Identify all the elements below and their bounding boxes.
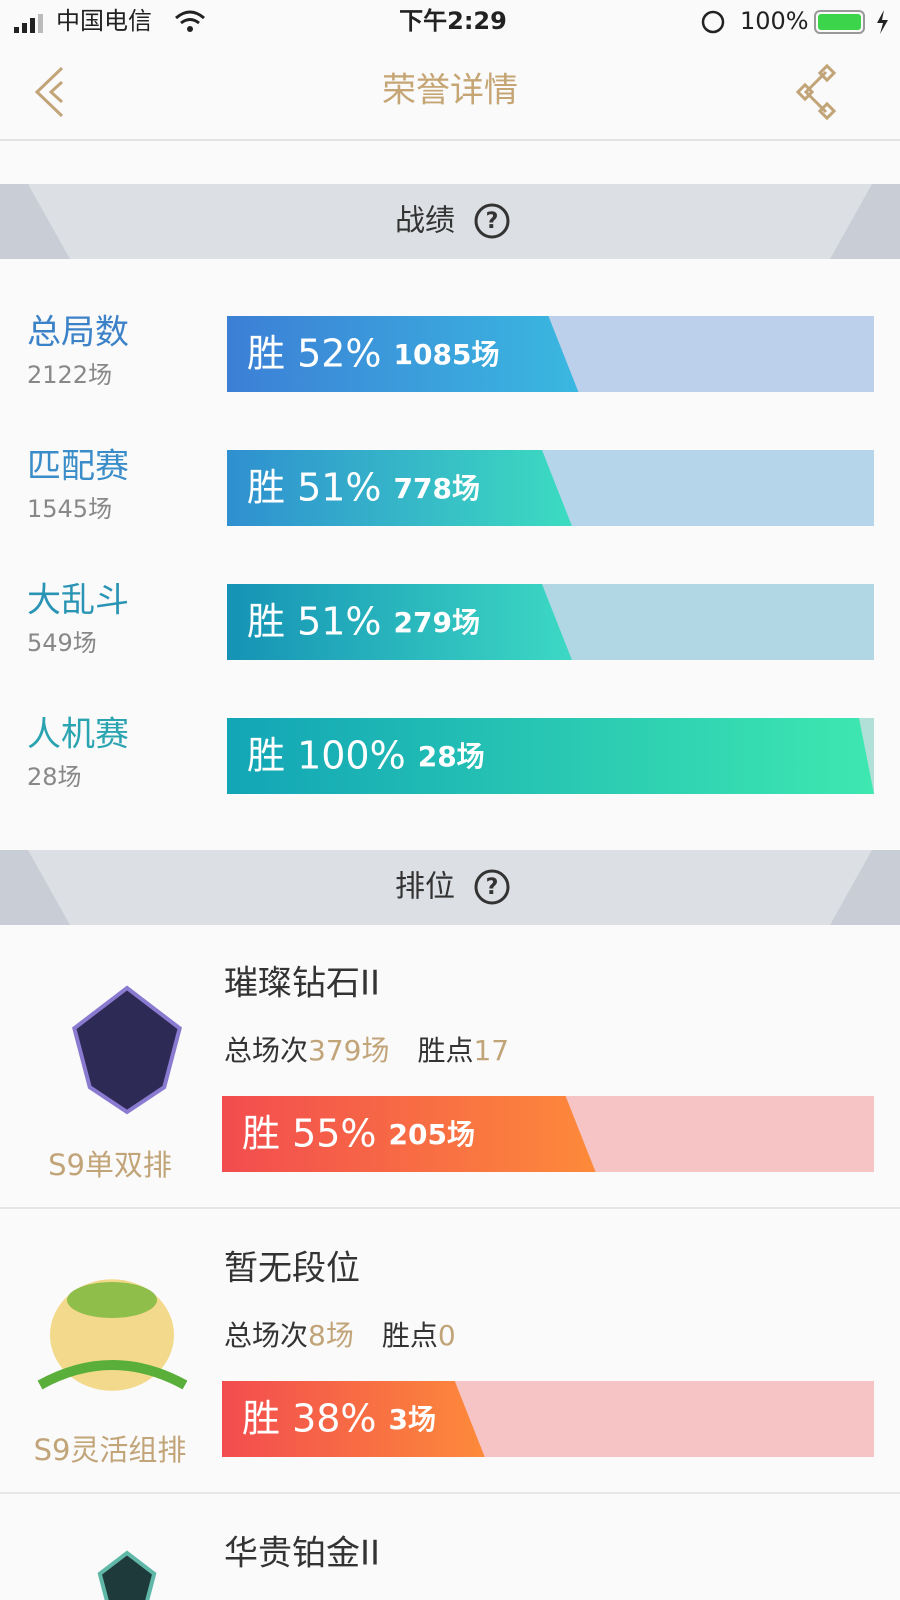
stat-part: 379场	[308, 1034, 389, 1067]
win-rate: 胜 51%	[247, 466, 382, 510]
win-rate: 胜 100%	[247, 734, 406, 778]
mode-total: 549场	[27, 629, 97, 657]
win-rate: 胜 51%	[247, 600, 382, 644]
win-bar	[227, 718, 874, 794]
rank-icon	[72, 985, 182, 1115]
header-deco	[0, 184, 70, 259]
stat-part: 胜点	[417, 1034, 473, 1067]
help-mark: ?	[486, 209, 499, 234]
tier: 华贵铂金II	[224, 1534, 380, 1574]
mode-name: 匹配赛	[27, 447, 129, 487]
stat-part: 0	[438, 1319, 456, 1352]
rank-stats: 总场次8场 胜点0	[224, 1319, 456, 1352]
queue-name: S9灵活组排	[34, 1433, 187, 1467]
lock-icon	[701, 10, 725, 34]
stat-part: 17	[473, 1034, 509, 1067]
help-icon[interactable]	[474, 869, 510, 905]
wifi	[175, 10, 205, 25]
win-bar	[227, 450, 572, 526]
stat-part: 总场次	[224, 1319, 308, 1352]
win-count: 28场	[418, 740, 485, 773]
mode-name: 人机赛	[27, 715, 129, 755]
mode-total: 1545场	[27, 495, 112, 523]
mode-name: 总局数	[27, 313, 129, 353]
stat-part: 总场次	[224, 1034, 308, 1067]
win-bar	[222, 1381, 485, 1457]
header-deco	[0, 850, 70, 925]
help-mark: ?	[486, 875, 499, 900]
win-bar	[227, 584, 572, 660]
clock: 下午2:29	[399, 7, 507, 35]
win-bar	[227, 316, 579, 392]
win-count: 3场	[389, 1403, 436, 1436]
battery	[814, 10, 865, 34]
win-rate: 胜 38%	[242, 1397, 377, 1441]
win-rate: 胜 55%	[242, 1112, 377, 1156]
tier: 暂无段位	[224, 1249, 360, 1289]
stat-part: 8场	[308, 1319, 354, 1352]
top-bar-bg	[0, 0, 900, 140]
win-count: 279场	[394, 606, 480, 639]
win-count: 1085场	[394, 338, 500, 371]
win-bar	[222, 1096, 596, 1172]
section-header	[0, 184, 900, 259]
header-deco	[830, 850, 900, 925]
charging	[877, 10, 888, 34]
win-rate: 胜 52%	[247, 332, 382, 376]
help-icon[interactable]	[474, 203, 510, 239]
wifi-dot	[187, 26, 193, 32]
mode-name: 大乱斗	[27, 581, 129, 621]
rank-icon-detail	[37, 1360, 188, 1390]
mode-total: 28场	[27, 763, 82, 791]
win-count: 205场	[389, 1118, 475, 1151]
rank-icon-detail	[67, 1282, 157, 1318]
section-title: 战绩	[395, 204, 455, 239]
win-count: 778场	[394, 472, 480, 505]
mode-total: 2122场	[27, 361, 112, 389]
stat-part: 胜点	[382, 1319, 438, 1352]
tier: 璀璨钻石II	[224, 964, 380, 1004]
share-button[interactable]	[795, 63, 837, 121]
nav-title: 荣誉详情	[382, 71, 518, 111]
header-deco	[830, 184, 900, 259]
carrier: 中国电信	[56, 7, 152, 35]
section-title: 排位	[395, 870, 455, 905]
rank-stats: 总场次379场 胜点17	[224, 1034, 509, 1067]
signal	[14, 14, 43, 33]
rank-icon	[97, 1550, 157, 1600]
queue-name: S9单双排	[48, 1148, 172, 1182]
battery-level	[818, 14, 861, 30]
back-button[interactable]	[34, 66, 64, 118]
battery-text: 100%	[740, 7, 809, 35]
section-header	[0, 850, 900, 925]
